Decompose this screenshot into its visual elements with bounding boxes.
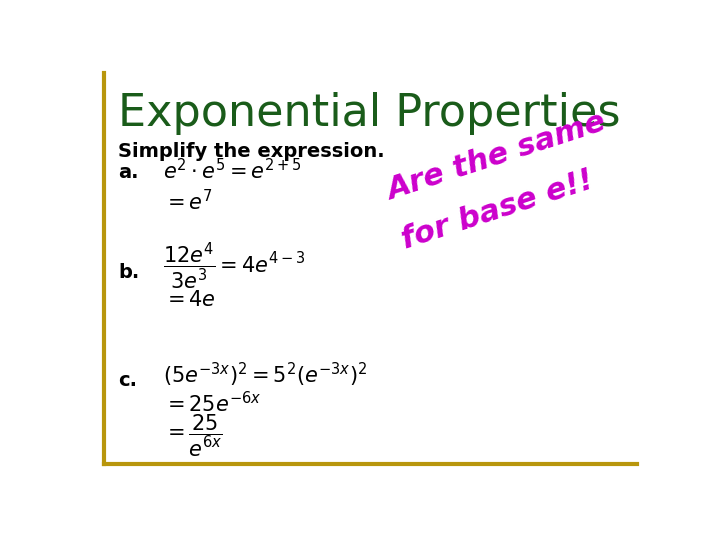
Text: a.: a. [118,164,138,183]
Text: $= 25e^{-6x}$: $= 25e^{-6x}$ [163,391,261,416]
Text: b.: b. [118,263,139,282]
Text: $= e^7$: $= e^7$ [163,188,212,214]
Text: Are the same: Are the same [384,107,611,205]
Text: Exponential Properties: Exponential Properties [118,92,621,135]
Text: $= \dfrac{25}{e^{6x}}$: $= \dfrac{25}{e^{6x}}$ [163,413,222,459]
Text: $\dfrac{12e^4}{3e^3} = 4e^{4-3}$: $\dfrac{12e^4}{3e^3} = 4e^{4-3}$ [163,241,305,292]
Text: for base e!!: for base e!! [397,166,597,255]
Text: Simplify the expression.: Simplify the expression. [118,141,384,161]
Text: $\left(5e^{-3x}\right)^2 = 5^2\left(e^{-3x}\right)^2$: $\left(5e^{-3x}\right)^2 = 5^2\left(e^{-… [163,361,366,389]
Text: $e^2 \cdot e^5 = e^{2+5}$: $e^2 \cdot e^5 = e^{2+5}$ [163,158,302,184]
Text: c.: c. [118,372,137,390]
Text: $= 4e$: $= 4e$ [163,290,215,310]
